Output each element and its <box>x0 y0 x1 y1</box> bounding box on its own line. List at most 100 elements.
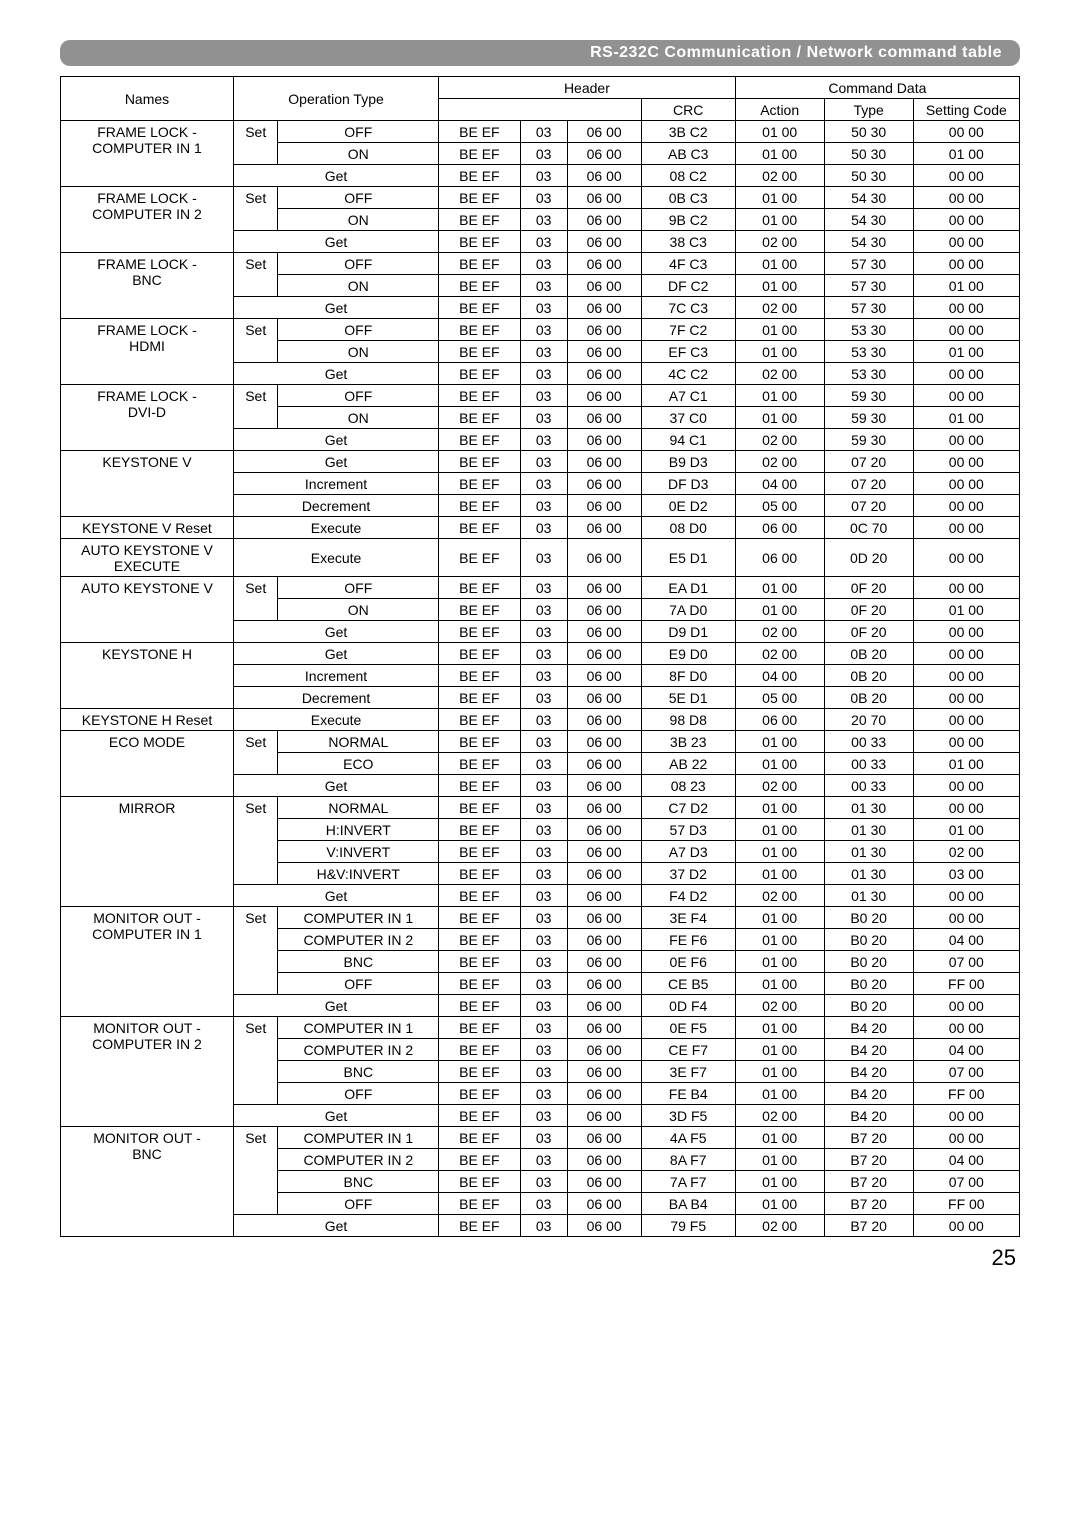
cell-h1: BE EF <box>439 253 521 275</box>
cell-op2: COMPUTER IN 2 <box>278 929 439 951</box>
table-row: FRAME LOCK -BNCSetOFFBE EF0306 004F C301… <box>61 253 1020 275</box>
cell-act: 01 00 <box>735 1017 824 1039</box>
cell-act: 01 00 <box>735 187 824 209</box>
cell-operation: Get <box>233 451 438 473</box>
cell-h3: 06 00 <box>567 1171 641 1193</box>
cell-set: 04 00 <box>913 929 1019 951</box>
cell-h3: 06 00 <box>567 885 641 907</box>
cell-set: 00 00 <box>913 1215 1019 1237</box>
cell-h3: 06 00 <box>567 297 641 319</box>
cell-h2: 03 <box>520 187 567 209</box>
cell-h2: 03 <box>520 231 567 253</box>
cell-h2: 03 <box>520 753 567 775</box>
cell-act: 01 00 <box>735 1127 824 1149</box>
cell-typ: B7 20 <box>824 1149 913 1171</box>
cell-h2: 03 <box>520 451 567 473</box>
cell-h3: 06 00 <box>567 341 641 363</box>
cell-h2: 03 <box>520 709 567 731</box>
table-row: MONITOR OUT -COMPUTER IN 2SetCOMPUTER IN… <box>61 1017 1020 1039</box>
cell-crc: D9 D1 <box>641 621 735 643</box>
cell-set: 00 00 <box>913 451 1019 473</box>
cell-act: 01 00 <box>735 841 824 863</box>
cell-act: 01 00 <box>735 1083 824 1105</box>
table-row: FRAME LOCK -DVI-DSetOFFBE EF0306 00A7 C1… <box>61 385 1020 407</box>
cell-op2: ON <box>278 209 439 231</box>
cell-operation: Increment <box>233 665 438 687</box>
cell-h3: 06 00 <box>567 929 641 951</box>
cell-h2: 03 <box>520 577 567 599</box>
cell-h1: BE EF <box>439 1149 521 1171</box>
cell-set: 03 00 <box>913 863 1019 885</box>
cell-h3: 06 00 <box>567 1061 641 1083</box>
cell-h2: 03 <box>520 951 567 973</box>
cell-h3: 06 00 <box>567 1105 641 1127</box>
cell-typ: 07 20 <box>824 473 913 495</box>
cell-name: MONITOR OUT -BNC <box>61 1127 234 1237</box>
cell-crc: 79 F5 <box>641 1215 735 1237</box>
cell-typ: 0F 20 <box>824 577 913 599</box>
cell-name: ECO MODE <box>61 731 234 797</box>
cell-crc: 0E D2 <box>641 495 735 517</box>
cell-h1: BE EF <box>439 275 521 297</box>
cell-h2: 03 <box>520 797 567 819</box>
header-header: Header <box>439 77 736 99</box>
header-crc: CRC <box>641 99 735 121</box>
cell-crc: 08 D0 <box>641 517 735 539</box>
cell-crc: C7 D2 <box>641 797 735 819</box>
cell-typ: B4 20 <box>824 1017 913 1039</box>
cell-h1: BE EF <box>439 599 521 621</box>
cell-h2: 03 <box>520 385 567 407</box>
cell-h2: 03 <box>520 253 567 275</box>
cell-set: FF 00 <box>913 973 1019 995</box>
cell-act: 06 00 <box>735 517 824 539</box>
cell-operation: Get <box>233 621 438 643</box>
table-row: FRAME LOCK -HDMISetOFFBE EF0306 007F C20… <box>61 319 1020 341</box>
cell-h3: 06 00 <box>567 1039 641 1061</box>
cell-typ: 07 20 <box>824 451 913 473</box>
cell-op1: Set <box>233 797 277 885</box>
cell-operation: Get <box>233 995 438 1017</box>
cell-op2: OFF <box>278 187 439 209</box>
table-row: KEYSTONE V ResetExecuteBE EF0306 0008 D0… <box>61 517 1020 539</box>
cell-operation: Execute <box>233 539 438 577</box>
cell-h1: BE EF <box>439 1193 521 1215</box>
cell-act: 04 00 <box>735 665 824 687</box>
cell-h3: 06 00 <box>567 819 641 841</box>
cell-h1: BE EF <box>439 319 521 341</box>
cell-h1: BE EF <box>439 143 521 165</box>
cell-act: 05 00 <box>735 495 824 517</box>
cell-act: 01 00 <box>735 253 824 275</box>
cell-operation: Get <box>233 363 438 385</box>
cell-act: 02 00 <box>735 775 824 797</box>
cell-set: 00 00 <box>913 1017 1019 1039</box>
cell-crc: DF D3 <box>641 473 735 495</box>
cell-op2: OFF <box>278 1083 439 1105</box>
cell-h2: 03 <box>520 165 567 187</box>
cell-name: KEYSTONE V <box>61 451 234 517</box>
cell-h2: 03 <box>520 143 567 165</box>
cell-set: 00 00 <box>913 209 1019 231</box>
cell-crc: 9B C2 <box>641 209 735 231</box>
cell-operation: Get <box>233 885 438 907</box>
cell-set: 00 00 <box>913 621 1019 643</box>
cell-op2: BNC <box>278 951 439 973</box>
cell-h2: 03 <box>520 995 567 1017</box>
cell-h1: BE EF <box>439 209 521 231</box>
cell-h2: 03 <box>520 929 567 951</box>
cell-h1: BE EF <box>439 517 521 539</box>
cell-op1: Set <box>233 731 277 775</box>
cell-op2: OFF <box>278 121 439 143</box>
cell-typ: B7 20 <box>824 1215 913 1237</box>
cell-crc: 0B C3 <box>641 187 735 209</box>
cell-typ: 50 30 <box>824 143 913 165</box>
cell-h1: BE EF <box>439 995 521 1017</box>
cell-op2: COMPUTER IN 2 <box>278 1039 439 1061</box>
table-row: ECO MODESetNORMALBE EF0306 003B 2301 000… <box>61 731 1020 753</box>
cell-h3: 06 00 <box>567 143 641 165</box>
cell-act: 05 00 <box>735 687 824 709</box>
cell-h3: 06 00 <box>567 643 641 665</box>
cell-typ: 00 33 <box>824 775 913 797</box>
cell-op2: ECO <box>278 753 439 775</box>
cell-act: 02 00 <box>735 297 824 319</box>
cell-typ: B7 20 <box>824 1127 913 1149</box>
